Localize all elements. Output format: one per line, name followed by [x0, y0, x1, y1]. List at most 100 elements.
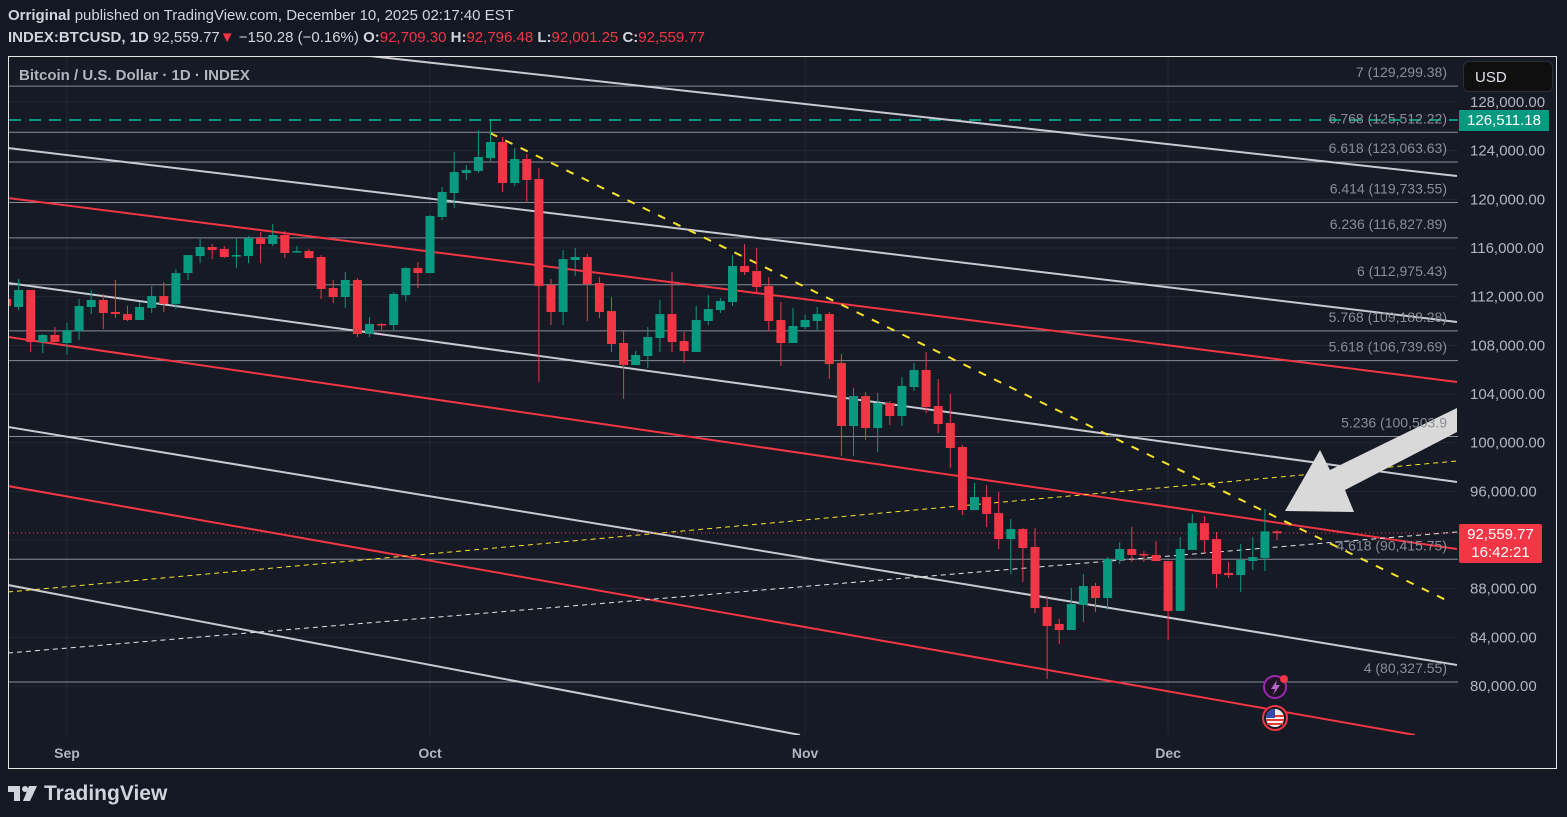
candle — [933, 379, 943, 434]
fib-level-label: 6.236 (116,827.89) — [1330, 216, 1447, 232]
us-flag-event-icon[interactable] — [1262, 705, 1288, 731]
candle-body — [885, 402, 895, 417]
candle-body — [1260, 531, 1270, 559]
candle-body — [1018, 529, 1028, 549]
candle-body — [26, 289, 36, 343]
channel-line-gray-4[interactable] — [8, 426, 1458, 666]
candle — [1224, 562, 1234, 578]
candle — [921, 352, 931, 413]
candle — [909, 362, 919, 391]
candle-body — [546, 284, 556, 312]
publish-info: Orriginal published on TradingView.com, … — [8, 7, 514, 24]
lightning-event-icon[interactable] — [1263, 675, 1288, 699]
candle-body — [655, 314, 665, 339]
candle — [703, 295, 713, 326]
candle — [207, 243, 217, 260]
candle — [607, 297, 616, 353]
candle — [62, 323, 72, 356]
candle-body — [776, 320, 786, 344]
candle — [1175, 536, 1185, 611]
channel-line-gray-2[interactable] — [8, 147, 1458, 323]
fib-level-label: 5.768 (109,188.28) — [1329, 309, 1447, 325]
price-axis-label: 96,000.00 — [1470, 483, 1537, 500]
candle-body — [195, 247, 205, 257]
candle-body — [74, 306, 84, 332]
high-label: H: — [450, 29, 467, 46]
candle-body — [909, 370, 919, 388]
author-name[interactable]: Orriginal — [8, 7, 71, 24]
candle — [461, 165, 471, 180]
candle-body — [1066, 603, 1076, 631]
candle — [1260, 508, 1270, 572]
candle-body — [715, 301, 725, 311]
currency-button[interactable]: USD — [1463, 61, 1553, 92]
last-price-tag: 92,559.77 16:42:21 — [1459, 524, 1542, 563]
candle-body — [812, 314, 822, 321]
candle — [159, 282, 169, 312]
channel-line-gray-5[interactable] — [8, 584, 801, 735]
candle-body — [377, 324, 387, 326]
channel-line-red-2[interactable] — [8, 336, 1458, 550]
candle — [135, 302, 145, 321]
tradingview-logo[interactable]: TradingView — [8, 782, 167, 806]
candle-body — [510, 159, 520, 184]
candle-body — [607, 311, 616, 344]
candle-body — [292, 251, 302, 253]
candle — [861, 392, 871, 440]
candle-body — [1175, 548, 1185, 611]
fib-labels: 7 (129,299.38) 6.768 (125,512.22) 6.618 (1… — [1329, 64, 1448, 676]
open-value: 92,709.30 — [379, 29, 447, 46]
candle-body — [740, 265, 750, 273]
open-label: O: — [363, 29, 380, 46]
channel-line-gray-1[interactable] — [369, 56, 1458, 177]
candle — [764, 277, 774, 332]
white-uptrend-line[interactable] — [8, 531, 1458, 654]
last-price: 92,559.77 — [153, 29, 220, 46]
candle — [1187, 513, 1197, 550]
candle — [377, 323, 387, 332]
candle-body — [159, 296, 169, 304]
candle — [365, 316, 374, 338]
candle — [619, 329, 629, 399]
candle-body — [522, 159, 532, 180]
candle-body — [1139, 553, 1149, 556]
candle-body — [1199, 523, 1209, 540]
candle — [667, 272, 677, 353]
time-axis-label: Oct — [418, 745, 442, 761]
candle-body — [244, 238, 253, 257]
candle — [1030, 528, 1040, 613]
candle — [715, 297, 725, 313]
candle-body — [1236, 560, 1246, 576]
yellow-downtrend-line[interactable] — [489, 132, 1451, 603]
symbol-label: INDEX:BTCUSD, 1D — [8, 29, 149, 46]
candle — [292, 246, 302, 253]
channel-line-red-3[interactable] — [8, 485, 1416, 735]
candle-body — [401, 268, 411, 296]
candle-body — [788, 325, 798, 344]
candle — [244, 235, 253, 264]
arrow-annotation[interactable] — [1285, 408, 1457, 512]
candle — [340, 272, 350, 308]
candle — [147, 286, 157, 313]
candle-body — [1187, 523, 1197, 550]
logo-text: TradingView — [44, 782, 168, 805]
candle — [183, 255, 193, 280]
candle — [1018, 528, 1028, 582]
low-label: L: — [537, 29, 552, 46]
candle-body — [256, 238, 266, 244]
candle — [691, 306, 701, 353]
price-axis-label: 108,000.00 — [1470, 337, 1545, 354]
candle — [510, 147, 520, 187]
candle — [812, 306, 822, 330]
time-axis[interactable]: Sep Oct Nov Dec — [54, 745, 1181, 761]
candle — [98, 293, 108, 330]
candle-body — [970, 497, 979, 511]
price-change: −150.28 (−0.16%) — [238, 29, 359, 46]
candle — [631, 351, 641, 366]
channel-line-gray-3[interactable] — [8, 282, 1458, 483]
candle — [256, 232, 266, 264]
chart-frame[interactable] — [8, 56, 1557, 769]
candle — [1248, 536, 1258, 570]
price-axis[interactable]: 80,000.00 84,000.00 88,000.00 96,000.00 100,… — [1470, 94, 1545, 695]
